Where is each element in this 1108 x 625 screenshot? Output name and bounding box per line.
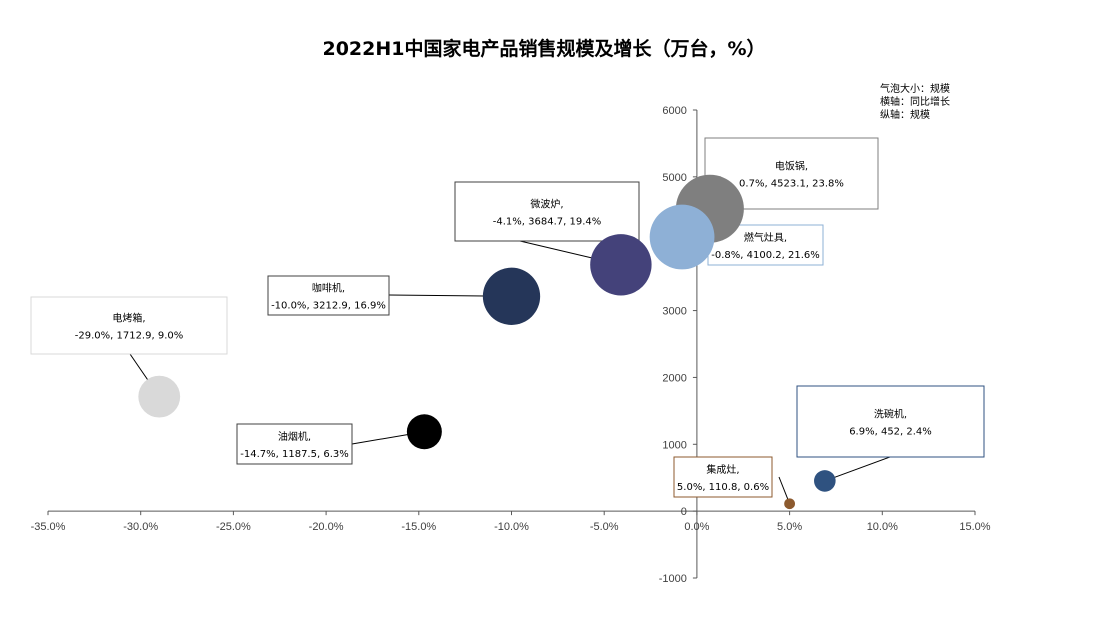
data-label-values: -10.0%, 3212.9, 16.9% [271,301,386,312]
data-label-values: 5.0%, 110.8, 0.6% [677,482,769,493]
y-tick-label: 2000 [662,372,686,384]
x-tick-label: 0.0% [684,521,709,533]
y-tick-label: 1000 [662,439,686,451]
data-label-values: -4.1%, 3684.7, 19.4% [493,217,602,228]
callout-box [796,385,985,458]
x-tick-label: -25.0% [216,521,251,533]
bubble-point [590,234,652,296]
bubbles [138,174,836,510]
chart-title: 2022H1中国家电产品销售规模及增长（万台，%） [322,37,765,60]
bubble-point [814,470,836,492]
data-label-name: 电烤箱, [112,312,145,325]
data-label-values: -14.7%, 1187.5, 6.3% [240,449,349,460]
data-label-name: 咖啡机, [312,282,345,295]
data-label-name: 集成灶, [706,463,739,476]
x-tick-label: -5.0% [590,521,619,533]
x-tick-label: -10.0% [494,521,529,533]
data-label-values: -29.0%, 1712.9, 9.0% [75,331,184,342]
bubble-point [784,498,795,510]
callout-box [673,456,773,498]
x-tick-label: 15.0% [959,521,990,533]
data-label-name: 洗碗机, [874,408,907,421]
legend-note-x: 横轴：同比增长 [880,95,950,108]
data-label-values: -0.8%, 4100.2, 21.6% [711,250,820,261]
y-tick-label: 5000 [662,172,686,184]
bubble-point [482,267,541,325]
legend-note-size: 气泡大小：规模 [880,82,950,95]
x-tick-label: -35.0% [31,521,66,533]
data-label-name: 燃气灶具, [744,231,787,244]
bubble-point [406,414,442,450]
callout-leader [824,456,891,482]
callouts: 电饭锅, 0.7%, 4523.1, 23.8% 燃气灶具, -0.8%, 4100.… [30,137,985,504]
x-tick-label: 10.0% [867,521,898,533]
callout-box [30,296,228,355]
y-tick-label: -1000 [659,573,687,585]
data-label-values: 0.7%, 4523.1, 23.8% [739,179,844,190]
axes: -35.0% -30.0% -25.0% -20.0% -15.0% -10.0% -5.0… [31,105,991,585]
data-label-values: 6.9%, 452, 2.4% [849,427,932,438]
x-tick-label: -30.0% [123,521,158,533]
callout-box [236,423,353,465]
bubble-point [649,204,715,270]
data-label-name: 油烟机, [278,430,311,443]
y-tick-label: 3000 [662,306,686,318]
callout-box [454,181,640,242]
callout-box [267,275,390,316]
legend-note-y: 纵轴：规模 [880,108,930,121]
x-tick-label: 5.0% [777,521,802,533]
bubble-point [138,375,181,418]
x-tick-label: -15.0% [401,521,436,533]
data-label-name: 微波炉, [530,198,563,211]
y-tick-label: 6000 [662,105,686,117]
data-label-name: 电饭锅, [775,160,808,173]
x-tick-label: -20.0% [309,521,344,533]
y-tick-label: 0 [681,506,687,518]
